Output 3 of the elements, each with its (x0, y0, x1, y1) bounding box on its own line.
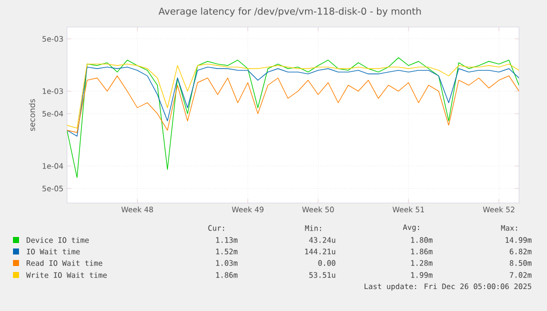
line-series (67, 76, 520, 133)
line-series (67, 57, 520, 178)
chart-title: Average latency for /dev/pve/vm-118-disk-0 - by month (158, 7, 421, 17)
